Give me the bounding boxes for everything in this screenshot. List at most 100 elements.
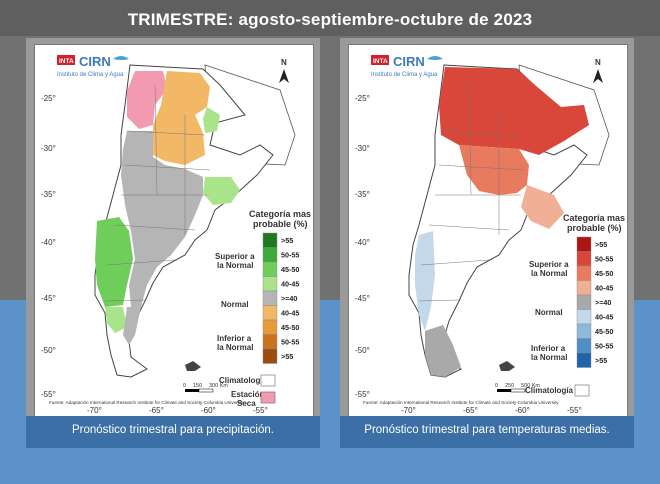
precip-legend: Categoría mas probable (%) Superior a la…: [215, 209, 311, 408]
lat-label-50: -50°: [355, 346, 370, 355]
logo-cirn: CIRN: [79, 54, 111, 69]
lon-label-70: -70°: [401, 406, 416, 415]
legend-clim-swatch: [574, 384, 590, 397]
lon-label-65: -65°: [463, 406, 478, 415]
lat-label-40: -40°: [355, 238, 370, 247]
falkland-islands: [499, 361, 515, 371]
legend-swatch: [576, 265, 592, 281]
legend-swatch-label: >55: [595, 356, 607, 365]
temperature-map-svg: -25° -30° -35° -40° -45° -50° -55° -70° …: [355, 54, 625, 415]
lat-label-group: -25° -30° -35° -40° -45° -50° -55°: [41, 94, 56, 399]
legend-title-line2: probable (%): [253, 219, 308, 229]
scale-label-2: 300 Km: [209, 383, 228, 389]
legend-swatch: [262, 290, 278, 306]
north-label: N: [281, 58, 287, 67]
legend-swatch: [576, 338, 592, 354]
legend-dry-swatch: [260, 391, 276, 404]
legend-group-normal: Normal: [221, 300, 249, 309]
source-text: Fuente: Adaptación International Researc…: [363, 400, 559, 405]
legend-swatch-label: 45-50: [281, 265, 299, 274]
green-patagonia-region: [95, 217, 133, 307]
lon-label-group: -70° -65° -60° -55°: [401, 406, 582, 415]
lat-label-35: -35°: [355, 190, 370, 199]
scale-label-0: 0: [183, 383, 186, 389]
legend-group-normal: Normal: [535, 308, 563, 317]
north-arrow-icon: N: [593, 58, 603, 83]
temperature-map: -25° -30° -35° -40° -45° -50° -55° -70° …: [348, 44, 628, 418]
legend-swatch-label: 40-45: [595, 283, 613, 292]
normal-grey-south: [123, 307, 141, 345]
scale-bar: 0 250 500 Km: [495, 383, 540, 393]
lat-label-55: -55°: [355, 390, 370, 399]
header-band: [0, 0, 660, 36]
dry-season-region: [127, 71, 167, 129]
legend-swatch-label: >55: [281, 236, 293, 245]
logo-cirn: CIRN: [393, 54, 425, 69]
scale-bar: 0 150 300 Km: [183, 383, 228, 393]
lat-label-55: -55°: [41, 390, 56, 399]
lon-label-60: -60°: [201, 406, 216, 415]
lat-label-25: -25°: [41, 94, 56, 103]
below-blue-region: [415, 231, 435, 331]
legend-swatch-label: >55: [595, 240, 607, 249]
legend-rows: >55 50-55 45-50 40-45 >=40 40-45 45-50 50-55 >55: [576, 236, 613, 368]
legend-title-line2: probable (%): [567, 223, 622, 233]
lat-label-30: -30°: [355, 144, 370, 153]
legend-swatch-label: 45-50: [595, 327, 613, 336]
legend-dry-label-1: Estación: [231, 390, 264, 399]
legend-swatch-label: 45-50: [281, 323, 299, 332]
temp-legend: Categoría mas probable (%) Superior a la…: [525, 213, 625, 397]
province-lines: [418, 84, 525, 302]
legend-group-inferior-1: Inferior a: [531, 344, 566, 353]
legend-group-inferior-2: la Normal: [217, 343, 253, 352]
legend-title-line1: Categoría mas: [249, 209, 311, 219]
lat-label-40: -40°: [41, 238, 56, 247]
legend-title-line1: Categoría mas: [563, 213, 625, 223]
legend-swatch: [262, 276, 278, 292]
source-text: Fuente: Adaptación International Researc…: [49, 400, 245, 405]
legend-swatch: [262, 232, 278, 248]
logo-inta: INTA: [59, 58, 74, 65]
logo-inta: INTA: [373, 58, 388, 65]
lon-label-70: -70°: [87, 406, 102, 415]
north-arrow-icon: N: [279, 58, 289, 83]
legend-group-superior-2: la Normal: [217, 261, 253, 270]
legend-swatch: [576, 294, 592, 310]
legend-swatch: [576, 352, 592, 368]
legend-rows: >55 50-55 45-50 40-45 >=40 40-45 45-50 50-55 >55: [262, 232, 299, 364]
legend-swatch-label: >=40: [595, 298, 611, 307]
legend-swatch-label: 40-45: [595, 312, 613, 321]
legend-swatch: [262, 334, 278, 350]
lon-label-55: -55°: [253, 406, 268, 415]
legend-swatch: [262, 261, 278, 277]
scale-label-1: 250: [505, 383, 514, 389]
green-patagonia-light: [105, 307, 127, 333]
green-ne-region: [203, 107, 220, 133]
legend-swatch-label: 50-55: [595, 254, 613, 263]
legend-swatch-label: 40-45: [281, 279, 299, 288]
lon-label-group: -70° -65° -60° -55°: [87, 406, 268, 415]
above-light-region: [521, 185, 564, 229]
lon-label-65: -65°: [149, 406, 164, 415]
legend-clim-label: Climatología: [525, 386, 574, 395]
north-label: N: [595, 58, 601, 67]
legend-group-superior-1: Superior a: [529, 260, 569, 269]
legend-swatch: [262, 348, 278, 364]
legend-swatch: [576, 323, 592, 339]
legend-swatch-label: 50-55: [595, 341, 613, 350]
precipitation-map: -25° -30° -35° -40° -45° -50° -55° -70° …: [34, 44, 314, 418]
legend-swatch-label: 45-50: [595, 269, 613, 278]
legend-swatch: [576, 309, 592, 325]
legend-swatch-label: 40-45: [281, 308, 299, 317]
legend-swatch: [262, 305, 278, 321]
above-salmon-region: [459, 145, 529, 195]
legend-dry-label-2: Seca: [237, 399, 256, 408]
legend-group-superior-2: la Normal: [531, 269, 567, 278]
legend-clim-swatch: [260, 374, 276, 387]
scale-label-1: 150: [193, 383, 202, 389]
province-lines: [104, 84, 211, 302]
falkland-islands: [185, 361, 201, 371]
normal-grey-region: [121, 131, 203, 307]
logo: INTA CIRN Instituto de Clima y Agua: [57, 54, 129, 78]
legend-swatch-label: >=40: [281, 294, 297, 303]
